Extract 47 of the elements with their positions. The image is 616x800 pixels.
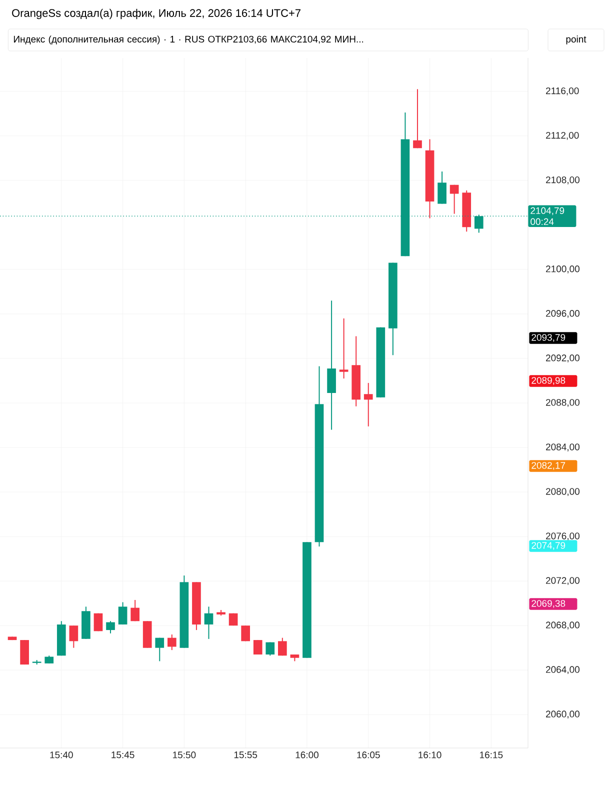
y-tick-label: 2068,00 bbox=[546, 622, 580, 630]
text: 2074,79 bbox=[532, 542, 566, 550]
y-tick-label: 2108,00 bbox=[546, 176, 580, 184]
candlestick bbox=[167, 634, 176, 651]
x-tick-label: 16:05 bbox=[357, 752, 380, 758]
y-tick-label: 2064,00 bbox=[546, 666, 580, 674]
candlestick bbox=[204, 606, 214, 640]
text: 2089,98 bbox=[532, 377, 566, 385]
y-tick-label: 2088,00 bbox=[546, 399, 580, 407]
y-tick-label: 2060,00 bbox=[546, 710, 580, 719]
candlestick bbox=[118, 602, 128, 625]
candlestick bbox=[266, 642, 275, 656]
y-tick-label: 2084,00 bbox=[546, 444, 580, 452]
candlestick bbox=[69, 625, 78, 648]
candlestick bbox=[155, 637, 164, 662]
y-tick-label: 2092,00 bbox=[546, 354, 580, 362]
candlestick bbox=[130, 599, 140, 622]
candlestick bbox=[241, 625, 250, 642]
text: 2082,17 bbox=[532, 462, 566, 470]
x-tick-label: 15:55 bbox=[234, 752, 258, 758]
candlestick bbox=[438, 171, 446, 204]
candlestick bbox=[450, 184, 459, 214]
y-tick-label: 2072,00 bbox=[546, 577, 580, 585]
x-tick-label: 15:40 bbox=[50, 752, 73, 758]
y-tick-label: 2112,00 bbox=[546, 132, 579, 140]
x-tick-label: 16:15 bbox=[480, 752, 503, 758]
y-tick-label: 2076,00 bbox=[546, 532, 580, 540]
y-tick-label: 2080,00 bbox=[546, 488, 580, 496]
x-tick-label: 16:10 bbox=[418, 752, 442, 758]
text: 2069,38 bbox=[532, 600, 566, 608]
x-tick-label: 15:50 bbox=[173, 752, 196, 758]
chart-subtitle: Индекс (дополнительная сессия) · 1 · RUS ОТКР2103,66 МАКС2104,92 МИН... bbox=[14, 36, 364, 44]
y-tick-label: 2100,00 bbox=[546, 266, 580, 274]
candlestick bbox=[413, 88, 422, 149]
y-tick-label: 2116,00 bbox=[546, 87, 579, 96]
candlestick bbox=[364, 382, 373, 427]
y-tick-label: 2096,00 bbox=[546, 310, 580, 318]
candlestick bbox=[253, 640, 262, 656]
ref-line-label: 2104,79 00:24 bbox=[530, 207, 564, 225]
candlestick bbox=[278, 637, 287, 656]
text: 2093,79 bbox=[532, 334, 566, 342]
chart-title: OrangeSs создал(а) график, Июль 22, 2026 16:14 UTC+7 bbox=[12, 8, 300, 20]
x-tick-label: 16:00 bbox=[296, 752, 318, 758]
x-tick-label: 15:45 bbox=[112, 752, 134, 758]
candlestick bbox=[106, 620, 115, 634]
text: point bbox=[566, 36, 586, 44]
candlestick bbox=[339, 318, 348, 380]
